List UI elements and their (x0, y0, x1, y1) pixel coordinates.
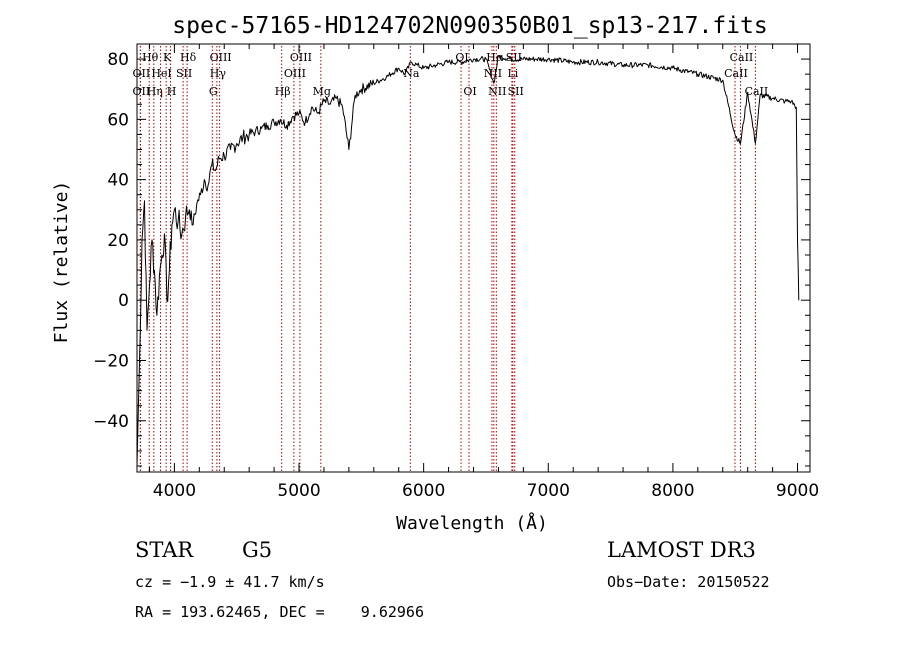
line-marker-label: OIII (284, 67, 306, 80)
axis-ticks: 4000 5000 6000 7000 8000 9000 −40 −20 0 20 40 60 80 (93, 43, 819, 501)
redshift-readout: cz = −1.9 ± 41.7 km/s (135, 573, 325, 591)
series (136, 55, 800, 467)
line-marker-label: OIII (210, 51, 232, 64)
observation-date: Obs−Date: 20150522 (607, 573, 770, 591)
x-tick-label: 4000 (153, 481, 196, 501)
x-tick-label: 8000 (651, 481, 694, 501)
line-marker-label: Hα (486, 51, 504, 64)
chart-title: spec-57165-HD124702N090350B01_sp13-217.f… (172, 13, 767, 39)
line-marker-label: CaII (730, 51, 754, 64)
line-marker-label: SII (508, 85, 524, 98)
plot-frame (136, 43, 811, 473)
line-marker-label: Hδ (180, 51, 197, 64)
line-marker-label: Hγ (210, 67, 227, 80)
x-tick-label: 5000 (277, 481, 320, 501)
spectrum-line (136, 55, 800, 467)
object-class: STAR (135, 538, 194, 562)
spectral-subclass: G5 (242, 538, 273, 562)
y-tick-label: 40 (107, 171, 129, 191)
x-tick-label: 7000 (527, 481, 570, 501)
y-tick-label: 20 (107, 231, 129, 251)
line-marker-label: Na (403, 67, 420, 80)
line-marker-label: SII (176, 67, 192, 80)
line-marker-label: NII (484, 67, 502, 80)
y-tick-label: −40 (93, 412, 129, 432)
y-tick-label: −20 (93, 351, 129, 371)
y-axis-label: Flux (relative) (51, 181, 72, 344)
x-axis-label: Wavelength (Å) (396, 512, 548, 534)
line-marker-label: HeI (151, 67, 171, 80)
line-marker-label: Hη (147, 85, 163, 98)
line-marker-label: NII (488, 85, 506, 98)
coordinates-readout: RA = 193.62465, DEC = 9.62966 (135, 603, 424, 621)
line-marker-label: H (167, 85, 177, 98)
line-marker-label: Hθ (142, 51, 159, 64)
line-marker-label: OII (133, 67, 151, 80)
line-marker-label: K (163, 51, 172, 64)
line-marker-label: OI (463, 85, 476, 98)
line-marker-label: OIII (290, 51, 312, 64)
line-marker-label: Mg (313, 85, 331, 98)
spectrum-chart: spec-57165-HD124702N090350B01_sp13-217.f… (51, 13, 819, 534)
y-tick-label: 0 (118, 291, 129, 311)
survey-name: LAMOST DR3 (607, 538, 756, 562)
line-marker-label: G (209, 85, 218, 98)
y-tick-label: 80 (107, 50, 129, 70)
line-marker-label: CaII (724, 67, 748, 80)
y-tick-label: 60 (107, 110, 129, 130)
line-marker-label: Li (507, 67, 518, 80)
line-marker-label: SII (506, 51, 522, 64)
line-marker-label: Hβ (275, 85, 291, 98)
x-tick-label: 9000 (776, 481, 819, 501)
x-tick-label: 6000 (402, 481, 445, 501)
